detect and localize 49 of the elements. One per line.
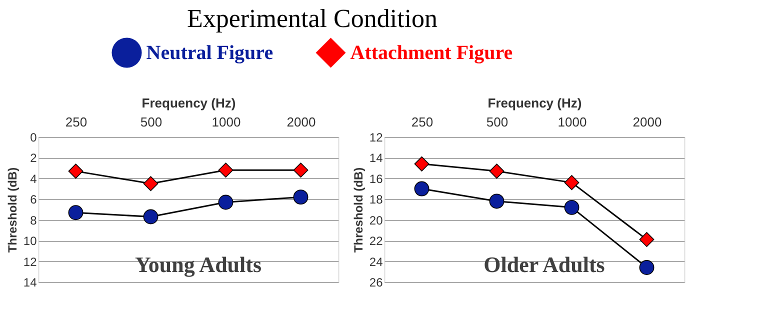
x-tick-label: 250 (411, 114, 434, 130)
y-tick-label: 12 (23, 254, 38, 269)
x-tick-label: 250 (65, 114, 88, 130)
x-tick-label: 500 (486, 114, 508, 130)
y-tick-label: 0 (30, 130, 38, 144)
x-tick-label: 2000 (286, 114, 316, 130)
point (143, 209, 158, 224)
point (68, 164, 84, 179)
y-tick-label: 16 (369, 172, 384, 186)
legend-title: Experimental Condition (186, 4, 438, 33)
y-tick-label: 6 (30, 192, 38, 207)
legend-label: Neutral Figure (146, 42, 274, 64)
point (639, 232, 654, 248)
y-tick-label: 20 (369, 213, 384, 228)
y-tick-label: 10 (23, 234, 38, 248)
y-tick-label: 12 (369, 130, 384, 144)
point (489, 194, 504, 209)
y-tick-label: 24 (369, 254, 384, 269)
legend-label: Attachment Figure (350, 42, 513, 64)
x-axis-title: Frequency (Hz) (488, 96, 582, 110)
point (639, 260, 654, 275)
annotation: Young Adults (134, 252, 262, 277)
y-axis-title: Threshold (dB) (5, 167, 20, 253)
y-tick-label: 14 (369, 151, 384, 166)
point (218, 194, 234, 210)
x-axis-title: Frequency (Hz) (142, 96, 236, 110)
x-tick-label: 2000 (632, 114, 662, 130)
x-tick-label: 1000 (558, 114, 587, 130)
y-tick-label: 26 (369, 276, 384, 290)
y-tick-label: 18 (369, 192, 384, 207)
point (414, 181, 430, 196)
x-tick-label: 500 (140, 114, 162, 130)
point (564, 200, 580, 215)
y-tick-label: 4 (30, 172, 38, 186)
y-axis-title: Threshold (dB) (351, 167, 366, 253)
point (218, 162, 234, 178)
point (489, 164, 504, 179)
point (293, 190, 308, 205)
point (68, 205, 84, 220)
y-tick-label: 2 (30, 151, 38, 166)
y-tick-label: 8 (30, 213, 38, 228)
x-tick-label: 1000 (212, 114, 241, 130)
point (293, 162, 308, 178)
point (564, 175, 580, 190)
point (414, 156, 430, 172)
y-tick-label: 14 (23, 276, 38, 290)
y-tick-label: 22 (369, 234, 384, 248)
annotation: Older Adults (484, 252, 606, 277)
point (143, 176, 158, 192)
